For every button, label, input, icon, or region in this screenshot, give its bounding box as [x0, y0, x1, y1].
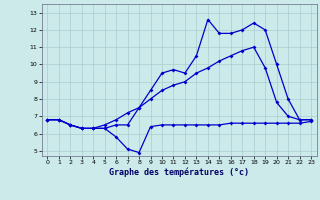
X-axis label: Graphe des températures (°c): Graphe des températures (°c): [109, 168, 249, 177]
